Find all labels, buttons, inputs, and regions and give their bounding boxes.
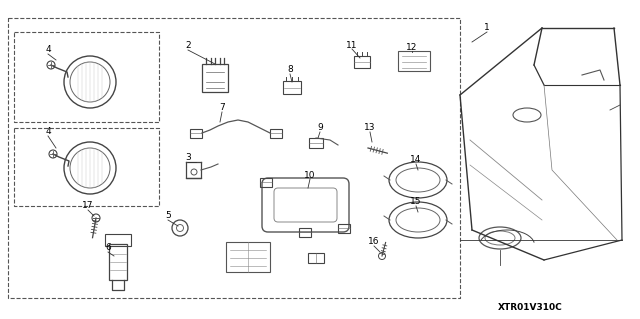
Bar [105,234,131,246]
Bar [309,138,323,148]
Bar [299,228,311,237]
Text: 15: 15 [410,197,422,206]
Text: 12: 12 [406,42,418,51]
Text: 7: 7 [219,103,225,113]
Bar [270,129,282,138]
Bar [354,56,370,68]
Text: 2: 2 [185,41,191,50]
Text: 8: 8 [287,65,293,75]
Text: 17: 17 [83,202,93,211]
Text: 10: 10 [304,170,316,180]
Text: XTR01V310C: XTR01V310C [498,303,563,313]
Text: 4: 4 [45,128,51,137]
Text: 16: 16 [368,238,380,247]
Text: 11: 11 [346,41,358,49]
Text: 4: 4 [45,46,51,55]
Text: 6: 6 [105,243,111,253]
Text: 5: 5 [165,211,171,220]
Bar [190,129,202,138]
Bar [338,224,350,233]
Bar [283,81,301,94]
Text: 13: 13 [364,123,376,132]
Bar [202,64,228,92]
Bar [398,51,430,71]
Text: 9: 9 [317,123,323,132]
Bar [260,178,272,187]
Bar [226,242,270,272]
Text: 1: 1 [484,24,490,33]
Text: 3: 3 [185,153,191,162]
Bar [109,244,127,280]
Bar [308,253,324,263]
Text: 14: 14 [410,155,422,165]
